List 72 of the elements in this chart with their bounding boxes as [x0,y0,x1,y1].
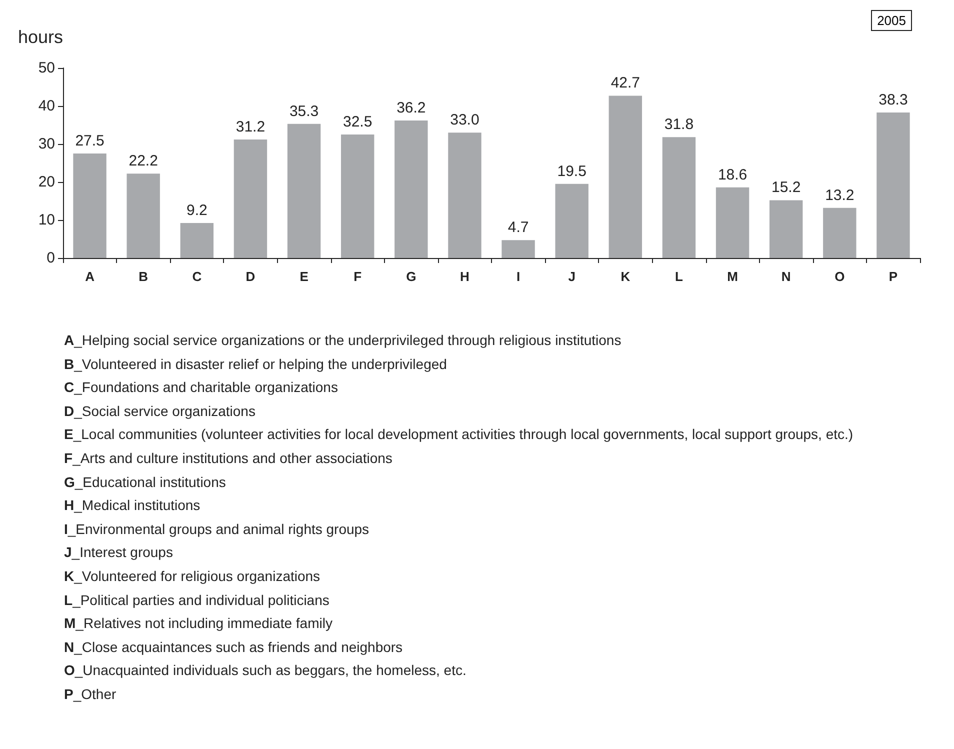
y-axis-title: hours [18,27,63,47]
data-label: 31.2 [236,118,266,136]
y-tick-label: 10 [38,212,55,228]
text: N_Close acquaintances such as friends and neighbors [64,638,404,657]
text: I_Environmental groups and animal rights groups [64,520,370,539]
text: F_Arts and culture institutions and other associations [64,448,394,468]
data-label: 22.2 [128,152,158,170]
y-tick-label: 20 [38,174,55,190]
text: E_Local communities (volunteer activities for local development activities through local governments, local support groups, etc.) [64,425,854,444]
y-tick-label: 50 [38,60,55,76]
bar [608,96,642,258]
x-tick-label: E [300,269,309,284]
x-tick-label: A [85,269,96,284]
data-label: 18.6 [718,166,748,184]
x-tick-label: N [781,269,791,284]
x-tick-label: C [192,269,202,284]
y-tick-label: 0 [46,250,55,266]
text: J_Interest groups [64,543,174,562]
text: H_Medical institutions [64,496,202,516]
bar [73,154,106,258]
y-tick-label: 40 [38,98,55,114]
bar [234,139,268,258]
y-tick-label: 30 [38,136,55,152]
bar [876,112,910,258]
bar [394,120,428,258]
x-tick-label: I [516,269,520,284]
bar [126,174,160,258]
text: 2005 [871,10,912,31]
bar [716,187,750,258]
data-label: 31.8 [664,116,694,134]
data-label: 36.2 [396,99,426,116]
text: M_Relatives not including immediate family [64,614,334,634]
data-label: 27.5 [75,132,104,150]
bar [662,137,696,258]
data-label: 19.5 [557,162,586,180]
x-tick-label: L [674,269,683,284]
x-tick-label: F [354,269,362,284]
text: B_Volunteered in disaster relief or helping the underprivileged [64,354,448,374]
x-tick-label: D [246,269,256,284]
data-label: 9.2 [186,202,208,220]
data-label: 13.2 [825,186,854,204]
bar [180,223,214,258]
text: C_Foundations and charitable organizations [64,378,339,398]
bar [448,132,482,258]
data-label: 35.3 [289,102,319,120]
bar [287,124,321,258]
data-label: 15.2 [771,179,801,196]
x-tick-label: G [406,269,416,284]
data-label: 4.7 [508,219,529,236]
data-label: 38.3 [878,91,908,108]
bar [823,208,856,258]
x-tick-label: K [620,269,631,284]
x-tick-label: O [834,269,845,284]
x-tick-label: P [888,269,898,284]
bar [555,184,588,258]
bar [340,134,374,258]
x-tick-label: H [460,269,470,284]
data-label: 33.0 [450,112,480,129]
data-label: 42.7 [610,74,640,92]
bar [769,200,803,258]
text: O_Unacquainted individuals such as beggars, the homeless, etc. [64,661,468,680]
x-tick-label: M [727,269,738,284]
text: A_Helping social service organizations or the underprivileged through religious institutions [64,331,622,350]
bar [502,240,535,258]
data-label: 32.5 [342,114,372,130]
x-tick-label: B [138,269,148,284]
text: K_Volunteered for religious organizations [64,566,322,586]
x-tick-label: J [568,269,576,284]
text: G_Educational institutions [64,472,227,492]
text: P_Other [64,684,118,704]
text: D_Social service organizations [64,402,256,421]
text: L_Political parties and individual politicians [64,590,330,610]
